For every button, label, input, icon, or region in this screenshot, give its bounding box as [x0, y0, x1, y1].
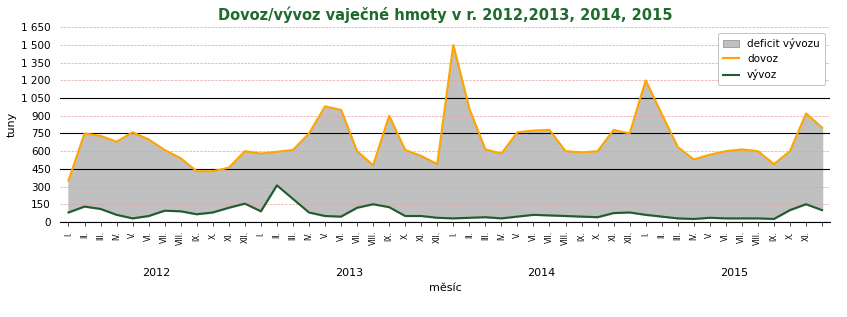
- Text: 2014: 2014: [528, 268, 556, 278]
- Text: 2013: 2013: [335, 268, 363, 278]
- Text: 2015: 2015: [720, 268, 748, 278]
- Text: 2012: 2012: [142, 268, 171, 278]
- Title: Dovoz/vývoz vaječné hmoty v r. 2012,2013, 2014, 2015: Dovoz/vývoz vaječné hmoty v r. 2012,2013…: [218, 7, 673, 23]
- Text: měsíc: měsíc: [429, 283, 462, 293]
- Y-axis label: tuny: tuny: [7, 112, 17, 137]
- Legend: deficit vývozu, dovoz, vývoz: deficit vývozu, dovoz, vývoz: [717, 33, 825, 85]
